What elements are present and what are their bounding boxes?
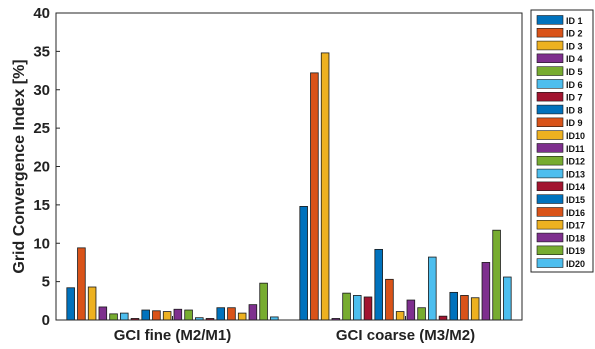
bar bbox=[299, 206, 308, 321]
legend-swatch bbox=[536, 15, 564, 25]
legend-swatch bbox=[536, 245, 564, 255]
legend-entry-label: ID16 bbox=[566, 208, 585, 218]
y-tick-label: 20 bbox=[33, 159, 50, 176]
legend-swatch bbox=[536, 92, 564, 102]
legend-entry-label: ID 2 bbox=[566, 29, 583, 39]
legend-swatch bbox=[536, 130, 564, 140]
legend-swatch bbox=[536, 220, 564, 230]
y-tick-label: 5 bbox=[42, 274, 50, 291]
bar bbox=[492, 229, 501, 321]
legend-entry-label: ID20 bbox=[566, 259, 585, 269]
bar bbox=[310, 72, 319, 321]
legend-swatch bbox=[536, 258, 564, 268]
bar bbox=[227, 307, 236, 321]
bar bbox=[120, 312, 129, 321]
bar bbox=[184, 309, 193, 321]
bar bbox=[77, 247, 86, 321]
legend-swatch bbox=[536, 207, 564, 217]
bar bbox=[438, 315, 448, 321]
y-tick-label: 10 bbox=[33, 235, 50, 252]
bar bbox=[162, 311, 172, 321]
bar bbox=[470, 297, 480, 321]
bar bbox=[141, 309, 150, 321]
bar bbox=[460, 295, 469, 321]
x-category-label: GCI fine (M2/M1) bbox=[114, 327, 232, 344]
legend-entry-label: ID 1 bbox=[566, 16, 583, 26]
bar bbox=[449, 291, 458, 321]
legend-swatch bbox=[536, 168, 564, 179]
bar bbox=[417, 307, 426, 321]
legend-entry-label: ID 4 bbox=[566, 54, 583, 64]
y-tick-label: 35 bbox=[33, 43, 50, 60]
bar bbox=[173, 308, 183, 321]
bar bbox=[237, 312, 247, 321]
legend-swatch bbox=[536, 143, 564, 153]
y-tick-label: 30 bbox=[33, 82, 50, 99]
bar bbox=[109, 313, 118, 321]
bar bbox=[259, 282, 268, 321]
legend-entry-label: ID 7 bbox=[566, 93, 583, 103]
bar bbox=[363, 296, 373, 321]
y-tick-label: 15 bbox=[33, 197, 50, 214]
legend-entry-label: ID 5 bbox=[566, 67, 583, 77]
bar bbox=[395, 311, 405, 321]
legend-entry-label: ID13 bbox=[566, 169, 585, 179]
y-tick-label: 0 bbox=[42, 312, 50, 329]
legend-entry-label: ID 6 bbox=[566, 80, 583, 90]
legend-swatch bbox=[536, 104, 564, 115]
legend-swatch bbox=[536, 66, 564, 76]
legend-entry-label: ID14 bbox=[566, 182, 585, 192]
legend-entry-label: ID19 bbox=[566, 246, 585, 256]
legend-swatch bbox=[536, 232, 564, 243]
plot-area-frame bbox=[55, 12, 523, 321]
bar bbox=[342, 292, 351, 321]
legend-entry-label: ID11 bbox=[566, 144, 585, 154]
bar bbox=[503, 276, 512, 321]
bar bbox=[374, 248, 383, 321]
legend-swatch bbox=[536, 117, 564, 128]
x-axis: GCI fine (M2/M1) GCI coarse (M3/M2) bbox=[114, 316, 475, 344]
bar bbox=[353, 295, 362, 321]
bar bbox=[320, 52, 330, 321]
bar bbox=[66, 287, 75, 321]
bar bbox=[248, 304, 258, 321]
legend-swatch bbox=[536, 181, 564, 191]
y-axis-label: Grid Convergence Index [%] bbox=[11, 59, 28, 273]
legend-entry-label: ID 3 bbox=[566, 41, 583, 51]
legend-swatch bbox=[536, 53, 564, 64]
legend-swatch bbox=[536, 156, 564, 166]
bar bbox=[98, 306, 108, 321]
y-tick-label: 25 bbox=[33, 120, 50, 137]
legend: ID 1 ID 2 ID 3 ID 4 ID 5 ID 6 ID 7 ID 8 ID 9 ID10… bbox=[530, 9, 594, 273]
legend-entry-label: ID 8 bbox=[566, 105, 583, 115]
legend-swatch bbox=[536, 27, 564, 38]
bar bbox=[152, 310, 161, 321]
bars-group bbox=[66, 52, 512, 321]
legend-entry-label: ID17 bbox=[566, 221, 585, 231]
legend-swatch bbox=[536, 194, 564, 204]
legend-entry-label: ID 9 bbox=[566, 118, 583, 128]
legend-swatch bbox=[536, 79, 564, 89]
bar bbox=[406, 299, 416, 321]
legend-entry-label: ID10 bbox=[566, 131, 585, 141]
x-category-label: GCI coarse (M3/M2) bbox=[336, 327, 475, 344]
bar bbox=[385, 278, 394, 321]
y-axis: 0 5 10 15 20 25 30 35 40 bbox=[33, 5, 60, 329]
bar bbox=[428, 256, 437, 321]
bar bbox=[481, 262, 491, 321]
legend-swatch bbox=[536, 40, 564, 51]
legend-entry-label: ID18 bbox=[566, 233, 585, 243]
bar bbox=[87, 286, 97, 321]
legend-entry-label: ID15 bbox=[566, 195, 585, 205]
y-tick-label: 40 bbox=[33, 5, 50, 22]
bar bbox=[216, 307, 225, 321]
legend-entry-label: ID12 bbox=[566, 157, 585, 167]
